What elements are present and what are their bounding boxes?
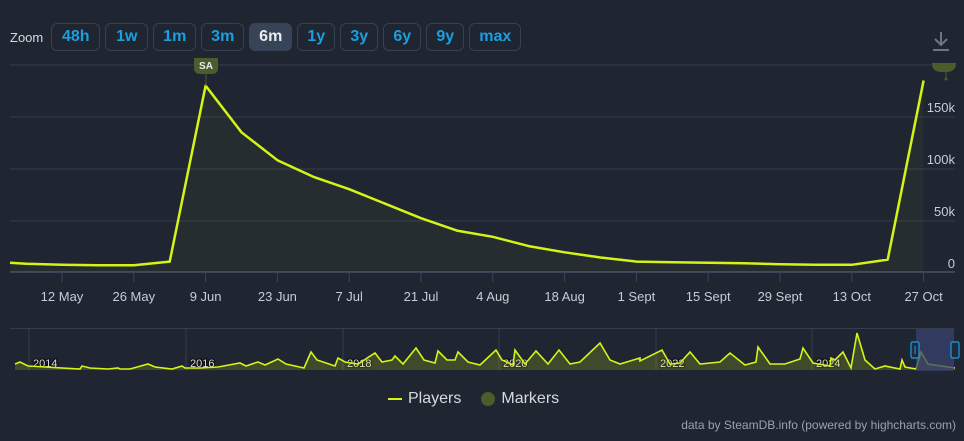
legend: Players Markers (388, 390, 559, 408)
x-tick-label: 4 Aug (476, 289, 509, 304)
legend-players[interactable]: Players (388, 390, 461, 408)
zoom-1m-button[interactable]: 1m (153, 23, 197, 51)
x-tick-label: 27 Oct (904, 289, 943, 304)
range-selector: Zoom 48h 1w 1m 3m 6m 1y 3y 6y 9y max (10, 22, 522, 52)
player-chart[interactable]: 12 May 26 May 9 Jun 23 Jun 7 Jul 21 Jul 4 Aug 1… (0, 0, 964, 320)
legend-players-label: Players (408, 390, 462, 407)
x-tick-label: 9 Jun (190, 289, 222, 304)
markers-dot-icon (481, 392, 496, 406)
x-tick-label: 12 May (41, 289, 84, 304)
x-tick-label: 13 Oct (833, 289, 872, 304)
players-line-icon (388, 398, 402, 400)
x-tick-label: 18 Aug (544, 289, 585, 304)
x-tick-label: 29 Sept (758, 289, 803, 304)
zoom-6m-button[interactable]: 6m (249, 23, 293, 51)
zoom-1w-button[interactable]: 1w (105, 23, 149, 51)
zoom-max-button[interactable]: max (469, 23, 522, 51)
x-tick-label: 23 Jun (258, 289, 297, 304)
marker-right[interactable] (932, 63, 956, 81)
download-icon[interactable] (930, 30, 952, 54)
y-tick-label: 0 (948, 256, 955, 271)
y-tick-label: 50k (934, 204, 955, 219)
y-axis: 0 50k 100k 150k (927, 100, 956, 271)
zoom-9y-button[interactable]: 9y (426, 23, 465, 51)
x-tick-label: 21 Jul (404, 289, 439, 304)
marker-label: SA (199, 61, 213, 72)
players-line[interactable] (9, 80, 925, 267)
navigator-right-handle[interactable] (950, 341, 960, 359)
y-tick-label: 100k (927, 152, 956, 167)
navigator-line (14, 332, 956, 371)
players-area (10, 80, 924, 272)
x-tick-label: 26 May (112, 289, 155, 304)
zoom-3y-button[interactable]: 3y (340, 23, 379, 51)
navigator-selection[interactable] (916, 329, 954, 371)
credits[interactable]: data by SteamDB.info (powered by highcha… (681, 418, 956, 432)
x-tick-label: 15 Sept (686, 289, 731, 304)
zoom-label: Zoom (10, 29, 44, 45)
navigator-area (15, 333, 955, 370)
x-axis: 12 May 26 May 9 Jun 23 Jun 7 Jul 21 Jul 4 Aug 1… (41, 273, 943, 304)
zoom-6y-button[interactable]: 6y (383, 23, 422, 51)
x-tick-label: 7 Jul (335, 289, 363, 304)
x-tick-label: 1 Sept (618, 289, 656, 304)
zoom-3m-button[interactable]: 3m (201, 23, 245, 51)
grid-lines (10, 64, 955, 273)
legend-markers-label: Markers (501, 390, 560, 407)
zoom-48h-button[interactable]: 48h (51, 23, 101, 51)
legend-markers[interactable]: Markers (481, 390, 559, 408)
y-tick-label: 150k (927, 100, 956, 115)
zoom-1y-button[interactable]: 1y (297, 23, 336, 51)
navigator[interactable]: 2014 2016 2018 2020 2022 2024 (0, 320, 964, 380)
marker-sa[interactable]: SA (194, 58, 218, 86)
